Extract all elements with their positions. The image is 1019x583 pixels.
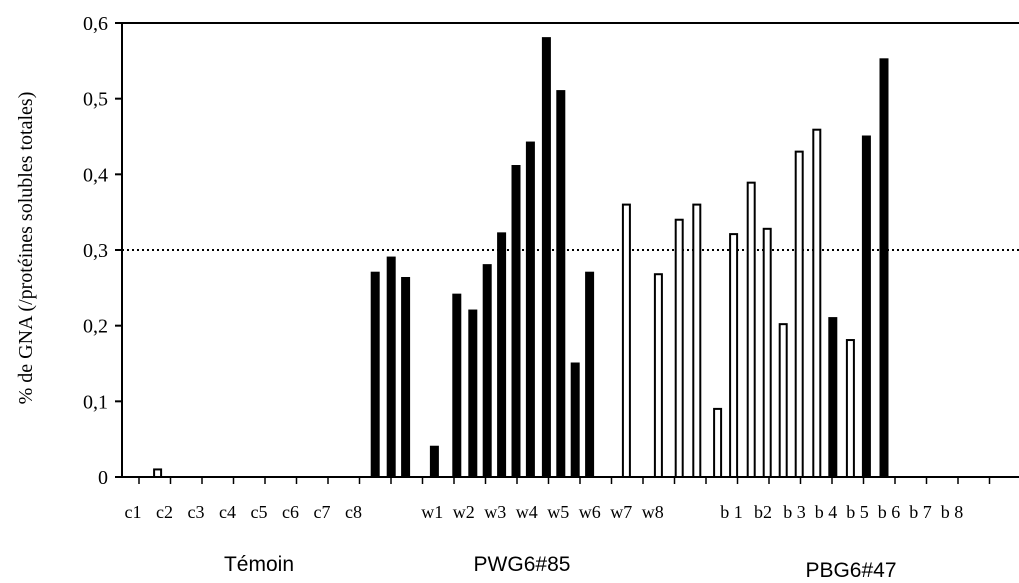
bar: [511, 165, 521, 478]
category-label: w2: [453, 502, 475, 522]
x-ticks: [138, 477, 991, 484]
category-label: w4: [516, 502, 538, 522]
bar: [861, 135, 871, 478]
category-label: b 8: [941, 502, 964, 522]
category-label: b 4: [815, 502, 838, 522]
group-label: PBG6#47: [805, 559, 896, 582]
bar: [556, 90, 566, 478]
y-axis-title: % de GNA (/protéines solubles totales): [15, 92, 37, 405]
bar: [370, 271, 380, 479]
bar: [845, 339, 855, 478]
y-tick-label: 0,4: [83, 164, 108, 186]
bar: [429, 445, 439, 479]
bar: [653, 273, 663, 479]
bar: [482, 264, 492, 478]
category-label: w1: [421, 502, 443, 522]
category-label: b 7: [909, 502, 932, 522]
bar: [585, 271, 595, 479]
group-label: PWG6#85: [474, 553, 571, 576]
bar: [401, 276, 411, 478]
bar: [153, 468, 163, 478]
y-tick-label: 0,1: [83, 391, 108, 413]
category-label: c7: [314, 502, 331, 522]
y-tick-label: 0,2: [83, 316, 108, 338]
category-label: c3: [188, 502, 205, 522]
bar: [525, 141, 535, 478]
bar: [570, 362, 580, 478]
category-labels: c1 c2 c3 c4 c5 c6 c7 c8 w1 w2 w3 w4 w5 w6 w7 w8 b 1 b2 b 3…: [125, 502, 964, 522]
bar: [746, 181, 756, 478]
bar: [452, 293, 462, 479]
category-label: c2: [156, 502, 173, 522]
bar: [812, 128, 822, 478]
category-label: b2: [754, 502, 772, 522]
bar: [879, 58, 889, 478]
category-label: w5: [547, 502, 569, 522]
bar: [468, 309, 478, 478]
bar: [713, 407, 723, 478]
bar: [729, 233, 739, 478]
category-label: b 1: [720, 502, 743, 522]
category-label: b 6: [878, 502, 901, 522]
category-label: w8: [642, 502, 664, 522]
y-tick-label: 0: [98, 467, 108, 489]
category-label: c1: [125, 502, 142, 522]
category-label: c8: [345, 502, 362, 522]
category-label: w7: [610, 502, 632, 522]
bar: [794, 150, 804, 478]
category-label: c5: [251, 502, 268, 522]
category-label: b 5: [846, 502, 869, 522]
bar: [674, 218, 684, 478]
category-label: c6: [282, 502, 299, 522]
category-label: b 3: [783, 502, 806, 522]
y-tick-label: 0,3: [83, 240, 108, 262]
y-tick-label: 0,5: [83, 89, 108, 111]
bar: [778, 323, 788, 478]
y-tick-label: 0,6: [83, 13, 108, 35]
bar: [692, 203, 702, 478]
group-labels: Témoin PWG6#85 PBG6#47: [224, 553, 897, 582]
bars: [153, 37, 889, 479]
bar: [828, 317, 838, 478]
bar: [621, 203, 631, 478]
group-label: Témoin: [224, 553, 294, 576]
bar: [386, 256, 396, 479]
category-label: w6: [579, 502, 601, 522]
y-ticks: 0 0,1 0,2 0,3 0,4 0,5 0,6: [83, 13, 122, 489]
category-label: w3: [484, 502, 506, 522]
category-label: c4: [219, 502, 236, 522]
bar: [497, 232, 507, 478]
bar: [762, 227, 772, 478]
bar: [541, 37, 551, 479]
